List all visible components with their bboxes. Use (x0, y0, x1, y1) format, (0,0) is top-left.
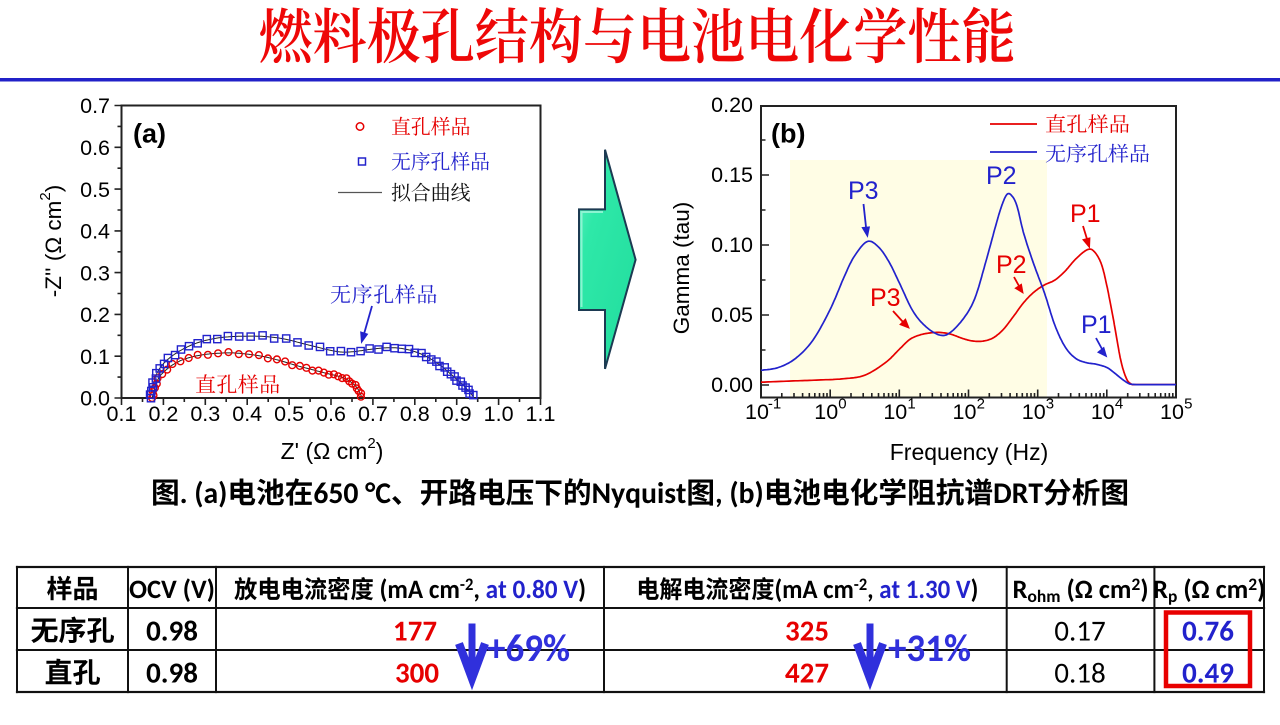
svg-text:-Z'' (Ω cm2): -Z'' (Ω cm2) (37, 185, 66, 297)
svg-text:0.20: 0.20 (711, 93, 753, 117)
svg-text:10: 10 (1160, 400, 1184, 424)
svg-text:0.4: 0.4 (232, 402, 262, 426)
svg-text:P2: P2 (986, 162, 1017, 190)
svg-text:0.4: 0.4 (80, 220, 110, 244)
svg-text:0.5: 0.5 (274, 402, 304, 426)
svg-text:(b): (b) (771, 119, 805, 149)
svg-text:0.8: 0.8 (400, 402, 430, 426)
svg-text:P1: P1 (1070, 200, 1101, 228)
svg-text:10: 10 (745, 400, 769, 424)
svg-text:0.3: 0.3 (190, 402, 220, 426)
svg-text:1: 1 (907, 396, 915, 413)
svg-text:0.7: 0.7 (358, 402, 388, 426)
svg-text:10: 10 (883, 400, 907, 424)
svg-text:0.6: 0.6 (80, 136, 110, 160)
svg-text:4: 4 (1115, 396, 1123, 413)
svg-text:0.1: 0.1 (107, 402, 137, 426)
svg-text:10: 10 (814, 400, 838, 424)
svg-text:0.10: 0.10 (711, 233, 753, 257)
svg-text:Gamma (tau): Gamma (tau) (669, 202, 694, 335)
svg-text:1.0: 1.0 (484, 402, 514, 426)
svg-text:0.6: 0.6 (316, 402, 346, 426)
svg-text:0.0: 0.0 (80, 387, 110, 411)
svg-text:0.9: 0.9 (442, 402, 472, 426)
svg-text:0.00: 0.00 (711, 373, 753, 397)
svg-text:3: 3 (1046, 396, 1054, 413)
svg-text:0.3: 0.3 (80, 261, 110, 285)
svg-text:2: 2 (977, 396, 985, 413)
svg-text:0.2: 0.2 (80, 303, 110, 327)
svg-text:10: 10 (953, 400, 977, 424)
svg-text:P1: P1 (1081, 311, 1112, 339)
svg-text:10: 10 (1091, 400, 1115, 424)
svg-text:Frequency (Hz): Frequency (Hz) (890, 439, 1048, 465)
svg-text:P2: P2 (996, 251, 1027, 279)
svg-text:0.5: 0.5 (80, 178, 110, 202)
svg-text:P3: P3 (848, 177, 879, 205)
svg-text:0.1: 0.1 (80, 345, 110, 369)
svg-text:0.05: 0.05 (711, 303, 753, 327)
svg-text:0: 0 (838, 396, 846, 413)
svg-text:0.2: 0.2 (148, 402, 178, 426)
svg-text:1.1: 1.1 (526, 402, 556, 426)
svg-text:0.15: 0.15 (711, 163, 753, 187)
svg-text:-1: -1 (768, 396, 781, 413)
svg-text:10: 10 (1022, 400, 1046, 424)
svg-text:(a): (a) (133, 119, 166, 149)
svg-text:P3: P3 (870, 284, 901, 312)
svg-text:Z' (Ω cm2): Z' (Ω cm2) (281, 435, 384, 464)
svg-text:5: 5 (1184, 396, 1192, 413)
svg-text:0.7: 0.7 (80, 94, 110, 118)
